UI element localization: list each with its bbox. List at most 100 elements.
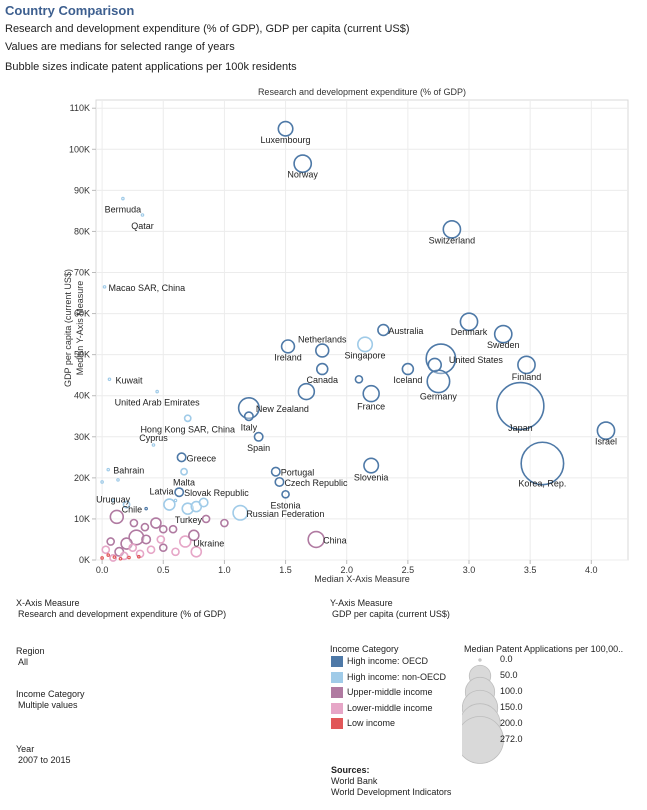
- legend-swatch[interactable]: [331, 718, 343, 729]
- point-unlabeled[interactable]: [101, 545, 111, 555]
- point-unlabeled[interactable]: [141, 534, 152, 545]
- point-unlabeled[interactable]: [128, 529, 145, 546]
- legend-item-label[interactable]: High income: OECD: [347, 656, 429, 666]
- point-unlabeled[interactable]: [163, 498, 176, 511]
- point-finland[interactable]: [517, 355, 536, 375]
- point-unlabeled[interactable]: [146, 545, 156, 555]
- point-unlabeled[interactable]: [181, 502, 194, 515]
- region-filter[interactable]: Region All: [16, 646, 45, 668]
- point-malta[interactable]: [180, 467, 188, 476]
- year-filter[interactable]: Year 2007 to 2015: [16, 744, 71, 766]
- point-norway[interactable]: [293, 154, 313, 174]
- point-unlabeled[interactable]: [220, 518, 229, 528]
- point-russian-federation[interactable]: [232, 504, 249, 521]
- point-bermuda[interactable]: [121, 196, 125, 201]
- point-australia[interactable]: [377, 323, 390, 337]
- point-unlabeled[interactable]: [354, 374, 364, 384]
- legend-item-label[interactable]: Low income: [347, 718, 396, 728]
- point-turkey[interactable]: [201, 514, 211, 524]
- point-unlabeled[interactable]: [100, 480, 104, 484]
- point-unlabeled[interactable]: [106, 553, 111, 557]
- point-luxembourg[interactable]: [277, 120, 294, 137]
- legend-item-label[interactable]: Upper-middle income: [347, 687, 433, 697]
- income-category-filter[interactable]: Income Category Multiple values: [16, 689, 85, 711]
- point-macao-sar-china[interactable]: [102, 285, 107, 289]
- point-ireland[interactable]: [280, 339, 296, 354]
- point-unlabeled[interactable]: [129, 518, 139, 528]
- point-greece[interactable]: [176, 452, 187, 463]
- point-denmark[interactable]: [459, 312, 479, 332]
- point-germany[interactable]: [426, 369, 451, 394]
- point-italy[interactable]: [243, 411, 254, 422]
- point-estonia[interactable]: [281, 489, 290, 499]
- point-kuwait[interactable]: [107, 377, 112, 382]
- y-axis-measure-value[interactable]: GDP per capita (current US$): [332, 609, 450, 619]
- point-iceland[interactable]: [401, 362, 415, 376]
- legend-swatch[interactable]: [331, 702, 343, 714]
- point-unlabeled[interactable]: [168, 524, 178, 534]
- legend-swatch[interactable]: [331, 687, 343, 698]
- point-unlabeled[interactable]: [119, 551, 129, 561]
- scatter-chart[interactable]: Research and development expenditure (% …: [0, 80, 647, 590]
- point-unlabeled[interactable]: [106, 537, 116, 546]
- point-unlabeled[interactable]: [188, 529, 200, 542]
- point-hong-kong-sar-china[interactable]: [183, 414, 192, 423]
- point-qatar[interactable]: [140, 213, 145, 217]
- point-ukraine[interactable]: [179, 535, 192, 548]
- legend-item-label[interactable]: High income: non-OECD: [347, 671, 447, 682]
- point-slovak-republic[interactable]: [174, 487, 185, 498]
- point-switzerland[interactable]: [442, 219, 462, 239]
- point-unlabeled[interactable]: [156, 535, 166, 544]
- point-latvia[interactable]: [173, 498, 178, 503]
- year-filter-value[interactable]: 2007 to 2015: [18, 755, 71, 765]
- x-axis-measure-value[interactable]: Research and development expenditure (% …: [18, 609, 227, 619]
- point-new-zealand[interactable]: [237, 396, 260, 420]
- point-united-states[interactable]: [425, 343, 457, 375]
- data-points[interactable]: [100, 120, 616, 562]
- point-unlabeled[interactable]: [190, 545, 203, 558]
- point-france[interactable]: [362, 384, 380, 403]
- point-unlabeled[interactable]: [128, 543, 138, 553]
- point-portugal[interactable]: [270, 466, 281, 477]
- point-bahrain[interactable]: [106, 467, 111, 472]
- point-korea-rep[interactable]: [520, 441, 565, 486]
- point-unlabeled[interactable]: [137, 554, 141, 559]
- point-canada[interactable]: [315, 362, 329, 376]
- point-unlabeled[interactable]: [109, 509, 125, 525]
- point-unlabeled[interactable]: [100, 556, 104, 560]
- point-sweden[interactable]: [493, 324, 513, 344]
- plot-area: [95, 99, 629, 561]
- legend-swatch[interactable]: [331, 671, 343, 683]
- point-chile[interactable]: [144, 506, 148, 511]
- point-unlabeled[interactable]: [158, 543, 168, 553]
- point-unlabeled[interactable]: [198, 497, 209, 508]
- point-unlabeled[interactable]: [158, 524, 168, 534]
- legend-swatch[interactable]: [331, 656, 343, 667]
- point-china[interactable]: [307, 530, 325, 549]
- point-czech-republic[interactable]: [274, 476, 285, 487]
- x-axis-measure-control[interactable]: X-Axis Measure Research and development …: [16, 598, 226, 620]
- point-unlabeled[interactable]: [427, 357, 442, 373]
- point-israel[interactable]: [596, 421, 616, 441]
- point-unlabeled[interactable]: [140, 522, 150, 532]
- point-netherlands[interactable]: [315, 343, 330, 358]
- income-category-filter-value[interactable]: Multiple values: [18, 700, 78, 710]
- point-unlabeled[interactable]: [150, 517, 162, 529]
- point-united-arab-emirates[interactable]: [155, 389, 159, 394]
- point-japan[interactable]: [496, 381, 545, 431]
- point-singapore[interactable]: [357, 336, 374, 353]
- point-slovenia[interactable]: [363, 457, 380, 474]
- point-spain[interactable]: [253, 431, 264, 442]
- point-unlabeled[interactable]: [116, 478, 120, 482]
- point-unlabeled[interactable]: [122, 500, 131, 509]
- point-unlabeled[interactable]: [112, 555, 117, 559]
- point-unlabeled[interactable]: [118, 556, 123, 561]
- point-unlabeled[interactable]: [297, 382, 316, 401]
- point-unlabeled[interactable]: [127, 555, 131, 560]
- point-cyprus[interactable]: [151, 443, 156, 447]
- region-filter-value[interactable]: All: [18, 657, 29, 667]
- legend-item-label[interactable]: Lower-middle income: [347, 702, 433, 713]
- y-axis-measure-control[interactable]: Y-Axis Measure GDP per capita (current U…: [330, 598, 450, 620]
- point-unlabeled[interactable]: [171, 547, 180, 557]
- point-uruguay[interactable]: [111, 498, 115, 503]
